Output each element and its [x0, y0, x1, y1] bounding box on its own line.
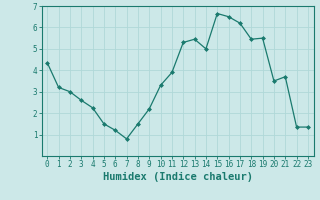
- X-axis label: Humidex (Indice chaleur): Humidex (Indice chaleur): [103, 172, 252, 182]
